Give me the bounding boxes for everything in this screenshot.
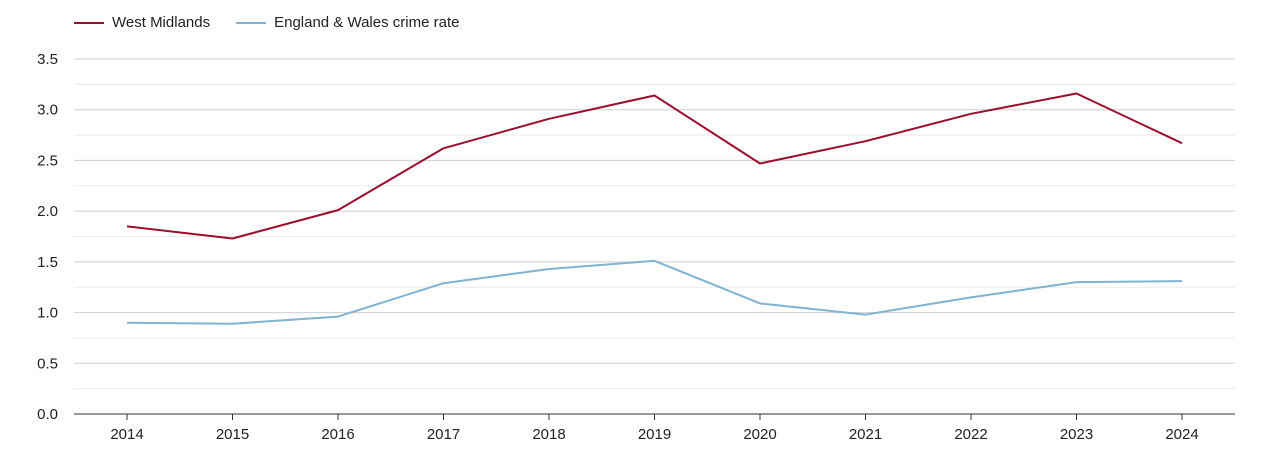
y-tick-label: 0.5 [37,355,58,372]
y-tick-label: 3.0 [37,102,58,119]
x-tick-label: 2022 [954,426,987,443]
y-tick-label: 2.5 [37,152,58,169]
legend-swatch-england-wales [236,21,267,24]
series-line-england-wales [126,259,1183,325]
y-tick-label: 1.5 [37,254,58,271]
x-tick-label: 2015 [216,426,249,443]
x-tick-label: 2024 [1165,426,1198,443]
y-tick-label: 0.0 [37,406,58,423]
legend-item-west-midlands: West Midlands [74,14,210,31]
legend-item-england-wales: England & Wales crime rate [236,14,459,31]
x-tick-label: 2021 [849,426,882,443]
y-tick-label: 1.0 [37,305,58,322]
legend-swatch-west-midlands [74,21,104,24]
x-tick-label: 2018 [532,426,565,443]
y-tick-label: 2.0 [37,203,58,220]
x-tick-label: 2019 [638,426,671,443]
legend-label-england-wales: England & Wales crime rate [274,14,460,31]
x-tick-label: 2016 [321,426,354,443]
legend: West Midlands England & Wales crime rate [74,14,485,31]
x-tick-label: 2014 [110,426,143,443]
x-tick-label: 2017 [427,426,460,443]
series-line-west-midlands [126,92,1183,240]
y-tick-label: 3.5 [37,51,58,68]
legend-label-west-midlands: West Midlands [112,14,211,31]
x-tick-label: 2023 [1060,426,1093,443]
x-tick-label: 2020 [743,426,776,443]
